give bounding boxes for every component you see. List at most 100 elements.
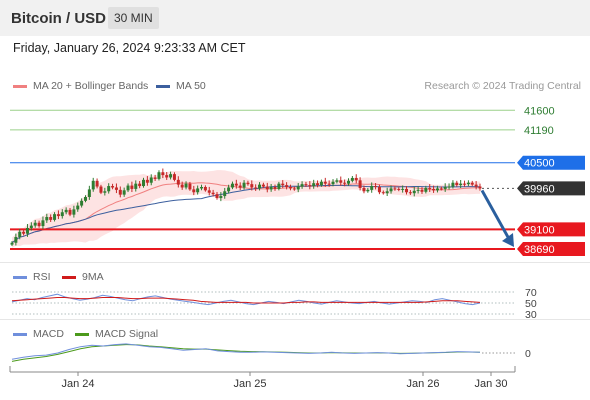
candle-body xyxy=(470,182,474,185)
candle-body xyxy=(335,180,339,182)
legend-macd-signal: MACD Signal xyxy=(75,328,158,340)
candle-body xyxy=(346,180,350,184)
bollinger-band-fill xyxy=(12,170,480,248)
legend-rsi-label: RSI xyxy=(33,271,51,283)
candle-body xyxy=(316,183,320,186)
candle-body xyxy=(292,188,296,190)
candle-body xyxy=(22,231,26,234)
timeframe-badge[interactable]: 30 MIN xyxy=(108,7,159,29)
candle-body xyxy=(269,187,273,190)
candle-body xyxy=(474,184,478,187)
rsi-ma-swatch-icon xyxy=(62,275,76,279)
candle-body xyxy=(60,212,64,217)
candle-body xyxy=(420,189,424,192)
candle-body xyxy=(157,172,161,179)
candle-body xyxy=(172,174,176,180)
candle-body xyxy=(319,181,323,186)
candle-body xyxy=(308,185,312,187)
candle-body xyxy=(176,179,180,185)
candle-body xyxy=(250,184,254,188)
candle-body xyxy=(393,188,397,190)
candle-body xyxy=(350,177,354,181)
x-tick-label: Jan 25 xyxy=(233,378,266,390)
candle-body xyxy=(354,177,358,181)
candle-body xyxy=(432,188,436,191)
candle-body xyxy=(29,225,33,228)
price-level-label: 41190 xyxy=(524,125,554,137)
candle-body xyxy=(203,187,207,191)
candle-body xyxy=(161,172,165,176)
candle-body xyxy=(80,200,84,206)
legend-macd-signal-label: MACD Signal xyxy=(95,328,159,340)
forecast-arrow-shaft xyxy=(480,189,511,240)
candle-body xyxy=(331,181,335,185)
rsi-panel-divider xyxy=(0,262,590,263)
candle-body xyxy=(230,183,234,188)
candle-body xyxy=(107,186,111,192)
candle-body xyxy=(37,222,41,227)
candle-body xyxy=(246,182,250,185)
ma20-line xyxy=(11,182,480,244)
candle-body xyxy=(134,183,138,189)
price-level-label-bg xyxy=(517,241,585,256)
rsi-level-label: 70 xyxy=(525,287,537,299)
candle-body xyxy=(211,192,215,195)
candle-body xyxy=(370,186,374,190)
candle-body xyxy=(455,182,459,186)
candle-body xyxy=(265,186,269,190)
legend-bollinger-label: MA 20 + Bollinger Bands xyxy=(33,80,149,92)
legend-ma50: MA 50 xyxy=(156,80,206,92)
candle-body xyxy=(466,182,470,185)
price-level-label: 38690 xyxy=(524,244,555,256)
candle-body xyxy=(83,197,87,201)
candle-body xyxy=(374,186,378,188)
candle-body xyxy=(401,188,405,190)
candle-body xyxy=(227,187,231,192)
candle-body xyxy=(304,184,308,186)
candle-body xyxy=(408,192,412,194)
candle-body xyxy=(288,187,292,189)
candle-body xyxy=(49,217,53,220)
candle-body xyxy=(196,188,200,193)
candle-body xyxy=(200,187,204,189)
candle-body xyxy=(10,242,14,245)
candle-body xyxy=(95,180,99,187)
candle-body xyxy=(234,183,238,186)
candle-body xyxy=(45,217,49,221)
candle-body xyxy=(64,209,68,213)
ma50-line xyxy=(11,184,480,244)
bollinger-swatch-icon xyxy=(13,84,27,88)
legend-bollinger: MA 20 + Bollinger Bands xyxy=(13,80,148,92)
candle-body xyxy=(300,184,304,187)
macd-zero-label: 0 xyxy=(525,348,531,360)
candle-body xyxy=(91,180,95,190)
macd-swatch-icon xyxy=(13,332,27,336)
candle-body xyxy=(285,185,289,188)
legend-rsi-ma-label: 9MA xyxy=(82,271,104,283)
rsi-level-label: 30 xyxy=(525,309,537,321)
candle-body xyxy=(362,187,366,192)
macd-line xyxy=(11,343,481,360)
candle-body xyxy=(130,185,134,189)
price-level-label: 39960 xyxy=(524,183,555,195)
candle-body xyxy=(296,186,300,190)
candle-body xyxy=(428,187,432,189)
candle-body xyxy=(463,183,467,185)
candle-body xyxy=(192,189,196,193)
candle-body xyxy=(366,189,370,192)
candle-body xyxy=(138,183,142,187)
candle-body xyxy=(381,192,385,194)
candle-body xyxy=(114,187,118,190)
candle-body xyxy=(323,181,327,184)
candle-body xyxy=(76,205,80,210)
candle-body xyxy=(184,183,188,188)
candle-body xyxy=(416,189,420,191)
candles-group xyxy=(10,168,482,246)
macd-signal-swatch-icon xyxy=(75,332,89,336)
candle-body xyxy=(18,231,22,238)
candle-body xyxy=(149,177,153,183)
candle-body xyxy=(358,180,362,188)
candle-body xyxy=(451,182,455,187)
candle-body xyxy=(41,220,45,227)
